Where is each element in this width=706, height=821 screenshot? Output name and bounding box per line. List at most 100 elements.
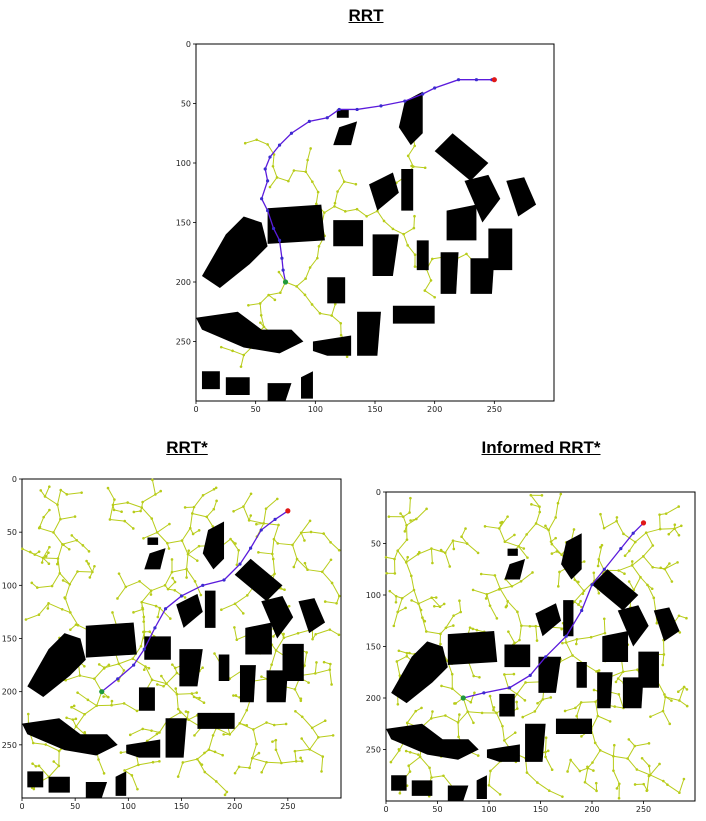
tree-node [503,739,506,742]
tree-node [168,522,171,526]
tree-node [132,510,136,514]
tree-edge [633,576,641,591]
tree-edge [94,667,105,680]
building-obstacle [653,607,680,642]
path-node [580,608,584,613]
tree-node [528,624,532,628]
tree-edge [269,177,278,188]
tree-node [149,589,153,592]
tree-node [69,611,72,614]
y-tick-label: 0 [12,475,17,484]
tree-node [382,219,386,223]
tree-node [538,505,541,509]
tree-edge [43,557,58,559]
tree-node [540,494,544,497]
tree-edge [646,775,650,791]
tree-node [83,713,86,716]
tree-node [393,557,396,561]
tree-node [336,190,339,193]
tree-node [492,708,495,712]
tree-node [464,527,467,530]
tree-node [274,738,278,742]
tree-node [308,748,312,751]
tree-node [642,782,645,786]
tree-edge [430,548,433,564]
tree-node [685,616,688,620]
tree-node [242,353,246,357]
tree-node [175,671,179,675]
tree-node [179,711,182,714]
tree-edge [310,531,324,535]
tree-node [355,207,359,211]
tree-node [249,492,253,496]
tree-node [235,638,239,642]
tree-edge [429,767,432,778]
tree-edge [440,627,447,635]
tree-node [484,597,488,600]
tree-edge [42,557,50,565]
tree-node [174,687,178,690]
tree-node [443,551,447,555]
tree-node [622,532,625,536]
tree-edge [631,555,644,566]
tree-node [87,562,90,566]
tree-node [423,289,427,292]
tree-node [420,706,423,710]
tree-edge [516,693,526,701]
tree-node [439,632,442,636]
tree-node [603,631,607,635]
tree-edge [424,280,432,291]
tree-node [536,701,539,705]
tree-node [579,701,583,704]
tree-edge [565,638,578,644]
tree-node [329,558,333,562]
tree-edge [315,629,331,635]
tree-edge [679,700,688,707]
obstacles [386,533,680,801]
tree-edge [324,205,335,214]
tree-node [573,600,576,603]
tree-node [469,700,473,704]
tree-edge [593,572,595,581]
tree-node [554,536,557,540]
tree-edge [583,580,595,592]
tree-node [554,516,557,519]
tree-node [63,596,66,599]
y-tick-label: 100 [176,159,191,168]
tree-edge [627,758,638,770]
tree-node [338,169,341,172]
tree-node [560,627,563,631]
tree-node [561,641,564,645]
tree-node [21,547,24,551]
tree-edge [109,504,114,520]
tree-node [303,664,306,667]
tree-edge [316,246,320,259]
tree-node [677,614,681,618]
tree-edge [409,498,411,513]
tree-node [419,608,423,612]
building-obstacle [391,775,407,791]
tree-node [44,554,48,558]
tree-node [627,738,631,741]
tree-node [550,542,554,546]
building-obstacle [602,631,629,662]
tree-node [257,751,261,755]
tree-node [257,551,260,554]
x-tick-label: 100 [481,805,496,814]
tree-node [406,154,410,158]
building-obstacle [507,548,518,556]
tree-edge [334,191,339,204]
tree-edge [260,315,265,327]
tree-edge [486,594,491,606]
tree-edge [239,709,248,724]
tree-node [458,713,461,716]
tree-node [396,610,399,614]
tree-node [519,579,523,583]
tree-edge [143,531,158,539]
tree-node [212,507,216,511]
tree-node [272,537,276,541]
tree-node [239,365,243,368]
tree-edge [594,742,601,751]
search-tree [221,110,475,367]
tree-node [155,531,159,534]
